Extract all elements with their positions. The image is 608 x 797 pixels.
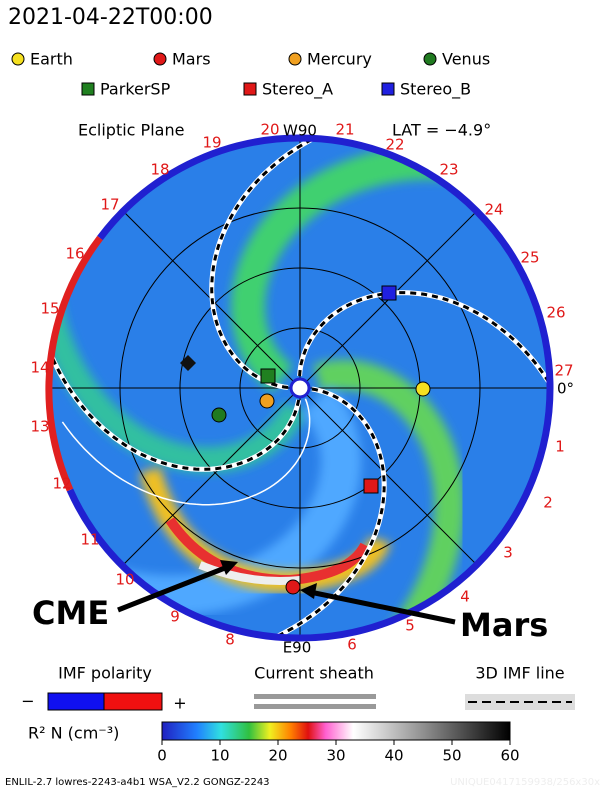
rim-label: 21 [335,121,354,139]
mars-arrow [309,589,456,625]
rim-label: 26 [546,304,565,322]
rim-label: 11 [80,531,99,549]
current-sheath [61,398,311,506]
rim-label: 15 [40,300,59,318]
rim-label: 19 [202,134,221,152]
mars-arrowhead [300,583,317,599]
sheath-sample [254,704,376,709]
legend-marker [288,52,302,66]
rim-label: 24 [484,201,503,219]
rim-label: 10 [115,571,134,589]
colorbar-tick-label: 0 [157,747,167,765]
rim-label: 17 [100,196,119,214]
legend-marker [153,52,167,66]
rim-positive [299,134,554,642]
rim-label: 2 [543,494,553,512]
watermark: UNIQUE0417159938/256x30x [450,777,600,788]
marker [180,355,196,371]
colorbar-tick-label: 50 [442,747,461,765]
legend-label: Mars [172,50,211,69]
colorbar-tick-label: 20 [268,747,287,765]
colorbar [161,721,511,741]
key-title: 3D IMF line [475,664,564,683]
legend-marker [11,52,25,66]
legend-label: ParkerSP [100,80,171,99]
rim-label: 5 [405,617,415,635]
rim-label: 25 [520,249,539,267]
parker-marker [260,368,276,384]
rim-label: 3 [503,544,513,562]
rim-label: 13 [30,418,49,436]
rim-label: 22 [385,136,404,154]
timestamp: 2021-04-22T00:00 [8,5,213,30]
earth-marker [415,381,431,397]
legend-marker [423,52,437,66]
w90-label: W90 [283,122,317,140]
mars-marker [285,579,301,595]
key-title: Current sheath [254,664,374,683]
cme-arrowhead [220,560,238,575]
legend-label: Venus [442,50,490,69]
mercury-marker [259,393,275,409]
rim-label: 8 [225,631,235,649]
rim-label: 18 [150,161,169,179]
rim-positive [97,134,301,241]
rim-label: 23 [439,161,458,179]
stereo-b-marker [381,285,397,301]
e90-label: E90 [283,639,312,657]
imf-line [210,138,414,389]
rim-positive [66,488,301,642]
legend-marker [381,82,395,96]
imf-line-sample [465,694,575,710]
imf-line [298,291,550,482]
legend-marker [81,82,95,96]
colorbar-tick-label: 60 [500,747,519,765]
rim-label: 20 [260,121,279,139]
cme-annotation: CME [32,594,109,632]
rim-label: 1 [555,438,565,456]
sheath-sample [254,694,376,699]
legend-marker [243,82,257,96]
legend-label: Stereo_A [262,80,333,100]
latitude-label: LAT = −4.9° [392,121,491,140]
key-title: IMF polarity [58,664,152,683]
sun [289,377,311,399]
colorbar-tick-label: 40 [384,747,403,765]
colorbar-label: R² N (cm⁻³) [28,724,119,743]
minus-sign: − [21,692,34,711]
plane-label: Ecliptic Plane [78,121,184,140]
polarity-positive [103,692,163,711]
rim-label: 4 [460,588,470,606]
rim-label: 12 [52,475,71,493]
rim-label: 6 [347,636,357,654]
imf-lines [50,138,550,638]
colorbar-tick-label: 10 [210,747,229,765]
stereo-a-marker [363,478,379,494]
rim-label: 9 [170,608,180,626]
rim-negative [45,235,103,492]
legend-label: Stereo_B [400,80,471,100]
polarity-negative [47,692,105,711]
mars-annotation: Mars [460,606,548,644]
rim-label: 16 [65,245,84,263]
plus-sign: + [173,694,186,713]
imf-line [175,387,386,638]
zero-label: 0° [557,380,574,398]
footer: ENLIL-2.7 lowres-2243-a4b1 WSA_V2.2 GONG… [5,777,270,788]
rim-label: 27 [554,362,573,380]
legend-label: Mercury [307,50,372,69]
colorbar-tick-label: 30 [326,747,345,765]
rim-label: 14 [30,359,49,377]
cme-arrow [117,563,231,613]
legend-label: Earth [30,50,73,69]
venus-marker [211,407,227,423]
